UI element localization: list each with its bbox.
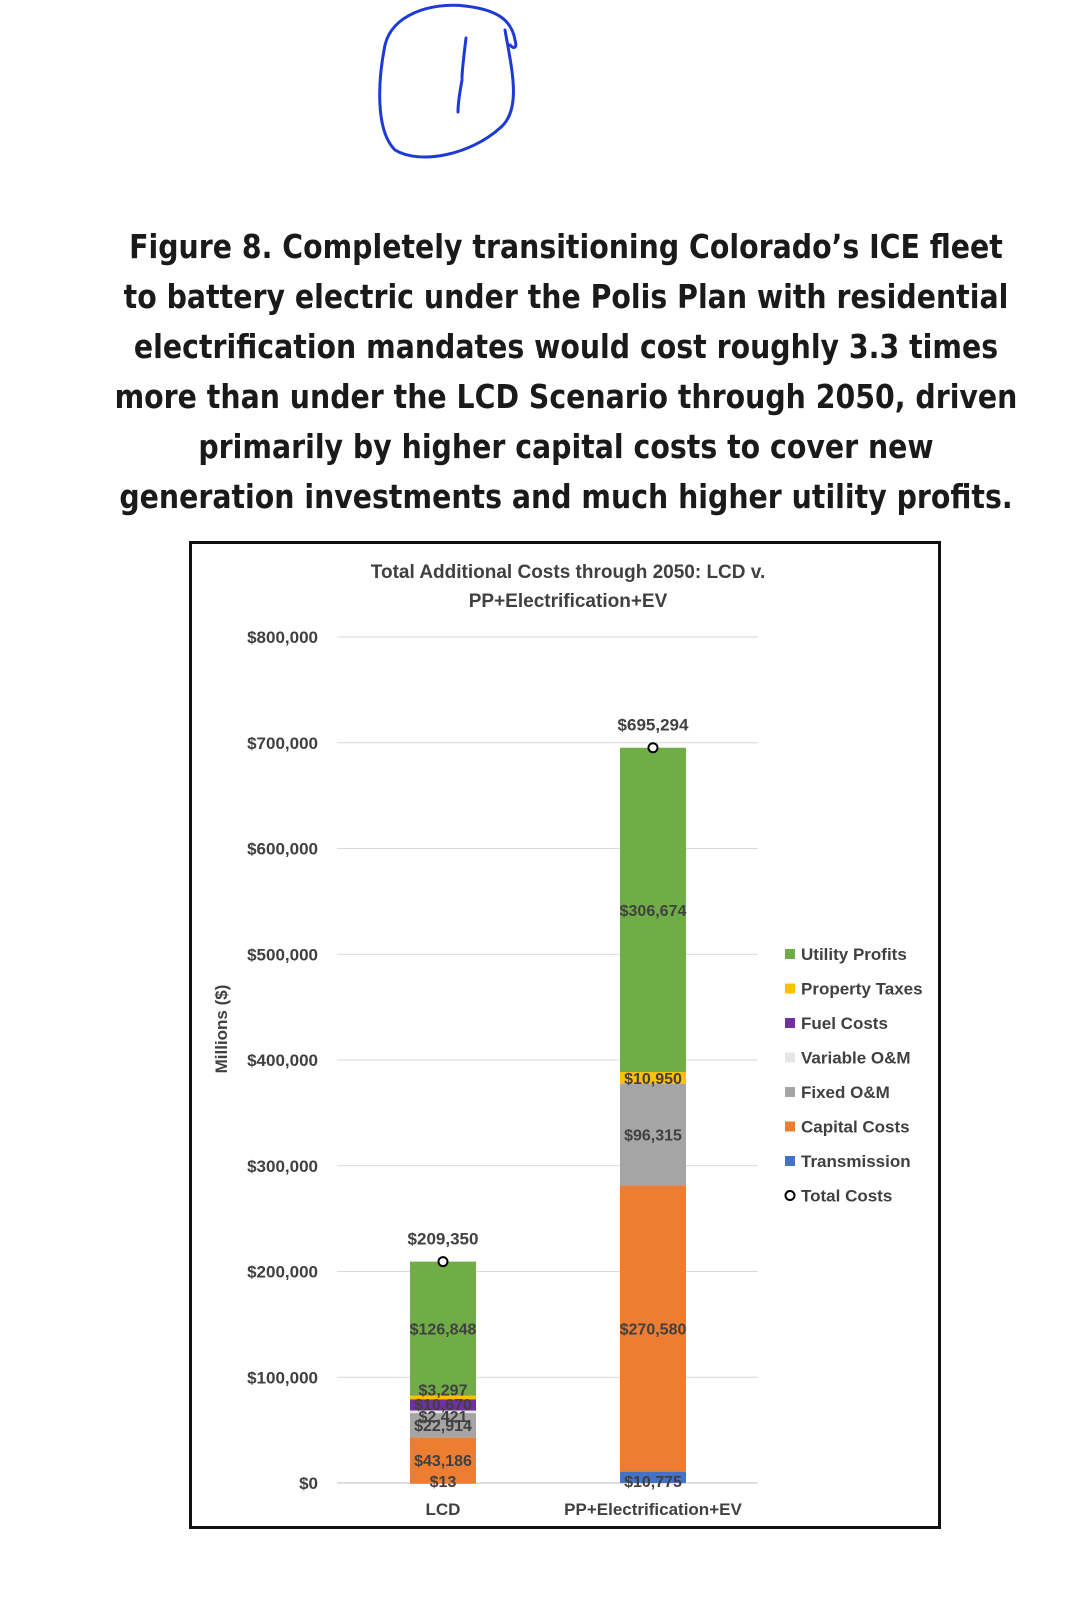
data-label: $43,186 xyxy=(414,1453,472,1470)
y-tick-label: $500,000 xyxy=(247,945,318,964)
total-label: $209,350 xyxy=(408,1230,479,1249)
bar-segment xyxy=(410,1410,476,1414)
legend-swatch xyxy=(785,1121,795,1132)
bar-segment xyxy=(410,1395,476,1400)
x-tick-label: LCD xyxy=(426,1500,461,1519)
figure-caption: Figure 8. Completely transitioning Color… xyxy=(114,227,1018,516)
bar-segment xyxy=(410,1437,476,1483)
chart-title-line: PP+Electrification+EV xyxy=(469,591,668,612)
bar-segment xyxy=(410,1261,476,1396)
total-label: $695,294 xyxy=(618,716,689,735)
handwritten-numeral-1 xyxy=(456,36,468,114)
data-label: $13 xyxy=(430,1474,457,1491)
data-label: $96,315 xyxy=(624,1128,682,1145)
data-label: $306,674 xyxy=(620,903,687,920)
legend-swatch xyxy=(785,1087,795,1097)
total-marker xyxy=(437,1256,449,1268)
bar-segment xyxy=(410,1482,476,1484)
total-markers: $209,350 $695,294 xyxy=(408,716,689,1268)
y-tick-label: $200,000 xyxy=(247,1263,318,1282)
legend-label: Variable O&M xyxy=(801,1049,911,1068)
y-tick-label: $100,000 xyxy=(247,1368,318,1387)
chart-frame: Total Additional Costs through 2050: LCD… xyxy=(189,541,941,1529)
legend-label: Fixed O&M xyxy=(801,1083,890,1102)
y-axis: $0 $100,000 $200,000 $300,000 $400,000 $500,0… xyxy=(247,628,318,1493)
y-tick-label: $700,000 xyxy=(247,734,318,753)
legend-label: Capital Costs xyxy=(801,1118,910,1137)
data-label: $10,775 xyxy=(624,1474,682,1491)
legend: Utility Profits Property Taxes Fuel Costs V… xyxy=(784,945,923,1206)
chart-title: Total Additional Costs through 2050: LCD… xyxy=(371,562,765,612)
legend-swatch xyxy=(785,1156,795,1166)
bar-segment xyxy=(410,1413,476,1438)
stacked-bar-chart: Total Additional Costs through 2050: LCD… xyxy=(212,562,923,1519)
legend-label: Transmission xyxy=(801,1152,911,1171)
legend-label: Utility Profits xyxy=(801,945,907,964)
legend-swatch xyxy=(785,949,795,959)
y-tick-label: $0 xyxy=(299,1474,318,1493)
bar-segment xyxy=(620,1083,686,1186)
gridlines xyxy=(337,636,758,1484)
y-tick-label: $400,000 xyxy=(247,1051,318,1070)
bar-segment xyxy=(620,1185,686,1472)
data-label: $22,914 xyxy=(414,1418,472,1435)
legend-swatch xyxy=(785,983,795,994)
bars xyxy=(410,747,686,1484)
legend-swatch xyxy=(785,1052,795,1063)
bar-segment xyxy=(620,1072,686,1084)
x-tick-label: PP+Electrification+EV xyxy=(564,1500,742,1519)
handwritten-annotation xyxy=(378,3,518,159)
y-axis-label: Millions ($) xyxy=(212,985,231,1074)
y-tick-label: $800,000 xyxy=(247,628,318,647)
data-labels: $13 $43,186 $22,914$2,421$10,670$3,297 $126… xyxy=(410,903,687,1491)
x-axis: LCD PP+Electrification+EV xyxy=(426,1500,743,1519)
bar-segment xyxy=(620,1471,686,1483)
legend-label: Total Costs xyxy=(801,1187,892,1206)
bar-segment xyxy=(410,1399,476,1411)
data-label: $3,297 xyxy=(419,1382,468,1399)
legend-marker xyxy=(784,1190,796,1201)
legend-label: Property Taxes xyxy=(801,980,923,999)
chart-title-line: Total Additional Costs through 2050: LCD… xyxy=(371,562,765,583)
data-label: $10,670 xyxy=(414,1397,472,1414)
data-label: $2,421 xyxy=(419,1409,468,1426)
y-tick-label: $300,000 xyxy=(247,1157,318,1176)
legend-swatch xyxy=(785,1018,795,1028)
handwritten-circle xyxy=(378,3,518,159)
data-label: $270,580 xyxy=(620,1322,687,1339)
y-tick-label: $600,000 xyxy=(247,840,318,859)
data-label: $126,848 xyxy=(410,1322,477,1339)
legend-label: Fuel Costs xyxy=(801,1014,888,1033)
data-label: $10,950 xyxy=(624,1071,682,1088)
total-marker xyxy=(647,742,659,754)
bar-segment xyxy=(620,747,686,1073)
